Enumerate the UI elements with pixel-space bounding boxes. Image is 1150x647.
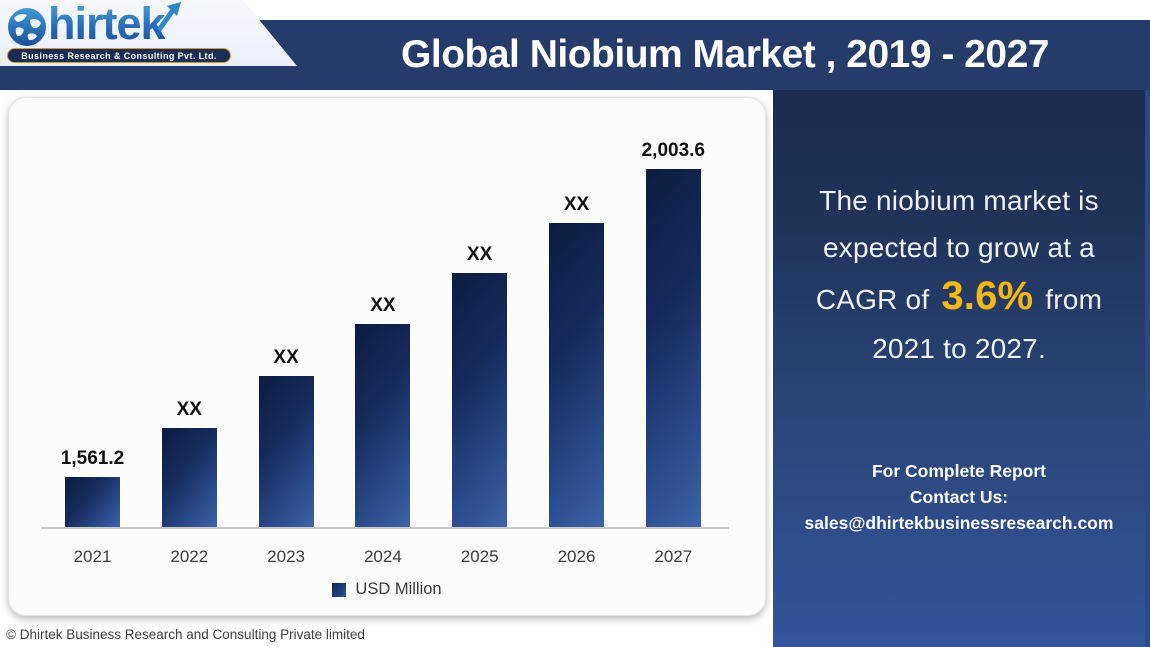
legend-label: USD Million — [355, 580, 442, 598]
cagr-prefix: CAGR of — [815, 284, 930, 315]
logo: hirtek — [0, 0, 297, 49]
x-axis-line — [41, 527, 729, 529]
logo-tagline: Business Research & Consulting Pvt. Ltd. — [7, 48, 231, 63]
x-tick-label-2021: 2021 — [73, 547, 112, 566]
x-tick-label-2023: 2023 — [267, 547, 305, 566]
cagr-statement-line4: 2021 to 2027. — [872, 333, 1046, 364]
side-panel: The niobium market is expected to grow a… — [773, 85, 1150, 647]
contact-line1: For Complete Report — [871, 461, 1047, 481]
x-tick-label-2026: 2026 — [557, 547, 596, 566]
bar-value-label-2027: 2,003.6 — [641, 140, 705, 161]
globe-icon — [6, 6, 48, 53]
contact-email[interactable]: sales@dhirtekbusinessresearch.com — [804, 513, 1114, 533]
bar-value-label-2021: 1,561.2 — [60, 448, 125, 469]
bar-value-label-2025: XX — [467, 244, 493, 265]
cagr-row: CAGR of 3.6% from — [773, 271, 1145, 325]
bar-2027 — [645, 169, 701, 527]
bar-2026 — [549, 223, 604, 527]
chart-card: 1,561.2 2021 XX 2022 XX 2023 XX 2024 XX 2025 XX 202… — [8, 97, 766, 616]
contact-line2: Contact Us: — [909, 487, 1009, 507]
bar-value-label-2024: XX — [370, 295, 396, 316]
legend-swatch-icon — [332, 582, 347, 597]
page-title: Global Niobium Market , 2019 - 2027 — [401, 33, 1049, 76]
x-tick-label-2025: 2025 — [460, 547, 499, 566]
bar-value-label-2022: XX — [176, 399, 202, 420]
bar-value-label-2023: XX — [273, 347, 299, 368]
plot-area: 1,561.2 2021 XX 2022 XX 2023 XX 2024 XX 2025 XX 202… — [9, 98, 765, 615]
x-tick-label-2022: 2022 — [170, 547, 209, 566]
x-tick-label-2024: 2024 — [363, 547, 402, 566]
bar-2023 — [258, 376, 314, 527]
contact-block: For Complete Report Contact Us: sales@dh… — [773, 458, 1145, 536]
chart-legend: USD Million — [9, 580, 765, 599]
bar-2022 — [161, 428, 217, 527]
copyright-text: © Dhirtek Business Research and Consulti… — [6, 627, 365, 642]
bar-value-label-2026: XX — [563, 194, 590, 215]
growth-arrow-icon — [156, 2, 183, 37]
bar-2021 — [65, 477, 120, 527]
cagr-suffix: from — [1045, 284, 1103, 315]
cagr-statement-line2: expected to grow at a — [823, 232, 1095, 263]
brand-name: hirtek — [48, 0, 166, 49]
x-tick-label-2027: 2027 — [654, 547, 693, 566]
cagr-statement: The niobium market is expected to grow a… — [773, 177, 1145, 372]
cagr-statement-line1: The niobium market is — [819, 185, 1099, 216]
bar-2025 — [452, 273, 508, 527]
logo-block: hirtek Business Research & Consulting Pv… — [0, 0, 297, 66]
bar-2024 — [355, 324, 411, 527]
cagr-value: 3.6% — [941, 274, 1034, 318]
